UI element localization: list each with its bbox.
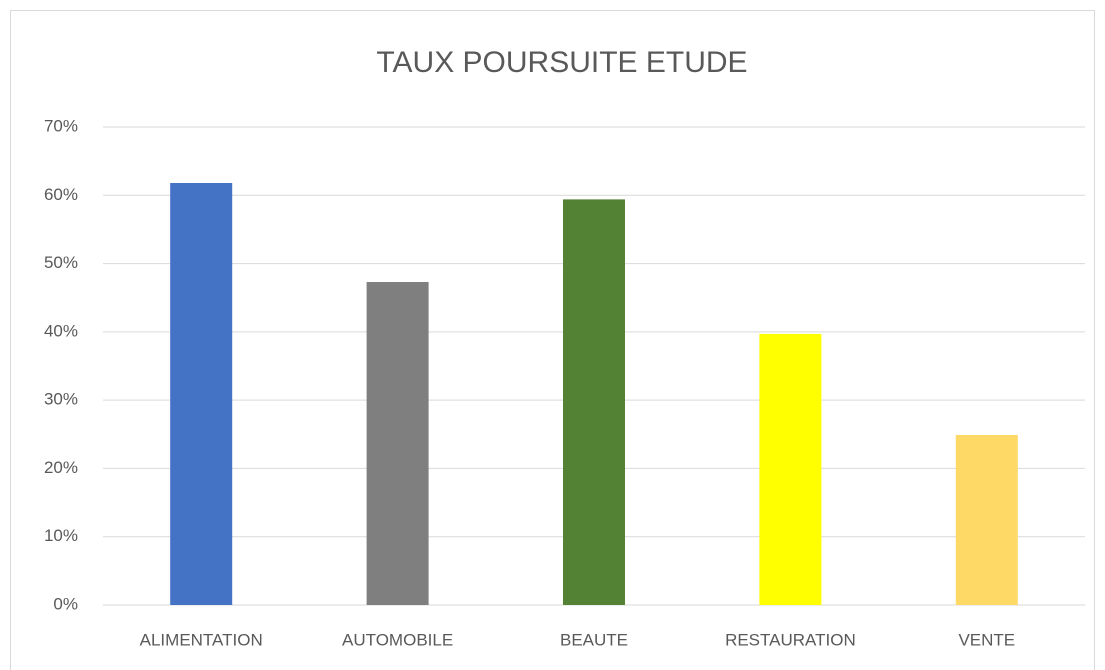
y-tick-label: 70% [44, 116, 78, 135]
x-tick-label: AUTOMOBILE [342, 630, 453, 649]
x-tick-label: ALIMENTATION [140, 630, 263, 649]
y-tick-label: 50% [44, 253, 78, 272]
bar [759, 333, 822, 605]
bar [955, 434, 1018, 605]
bar [563, 199, 625, 605]
y-tick-label: 40% [44, 321, 78, 340]
y-tick-label: 60% [44, 185, 78, 204]
x-tick-label: RESTAURATION [725, 630, 856, 649]
y-tick-label: 10% [44, 526, 78, 545]
y-tick-label: 20% [44, 458, 78, 477]
x-tick-label: BEAUTE [560, 630, 628, 649]
bar [366, 282, 429, 605]
x-tick-label: VENTE [958, 630, 1015, 649]
y-tick-label: 30% [44, 390, 78, 409]
chart-title: TAUX POURSUITE ETUDE [376, 46, 747, 79]
y-tick-label: 0% [53, 594, 78, 613]
bar [170, 182, 233, 605]
